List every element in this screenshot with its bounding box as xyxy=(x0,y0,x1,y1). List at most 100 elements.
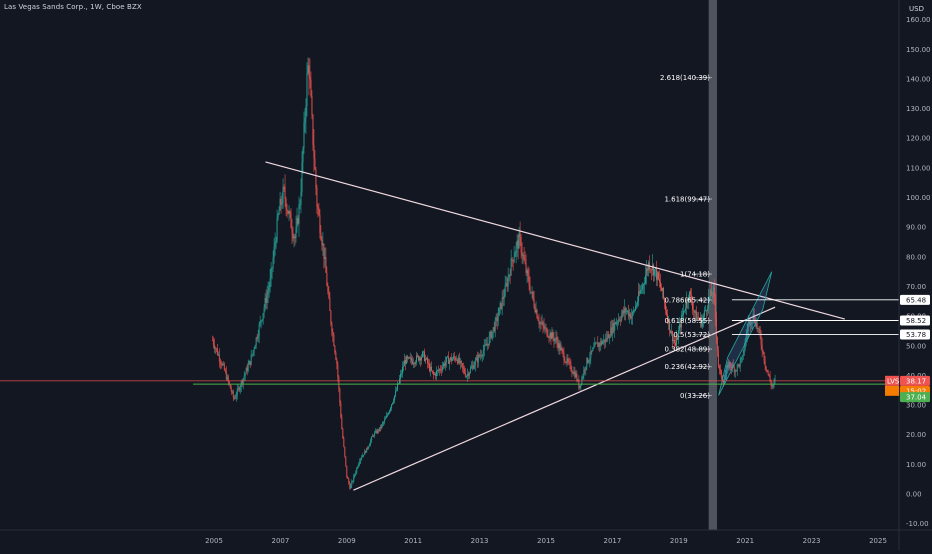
countdown-badge-label: 15:02 xyxy=(906,387,926,395)
candle-body xyxy=(460,360,462,364)
candle-body xyxy=(646,268,648,276)
candle-body xyxy=(249,361,251,365)
candle-body xyxy=(643,284,645,286)
y-tick-label: 70.00 xyxy=(906,283,926,291)
candle-body xyxy=(333,334,335,346)
candle-body xyxy=(464,372,466,377)
symbol-title[interactable]: Las Vegas Sands Corp., 1W, Cboe BZX xyxy=(4,3,142,11)
candle-body xyxy=(601,340,603,344)
candle-body xyxy=(376,430,378,433)
candle-body xyxy=(486,343,488,346)
candle-body xyxy=(698,318,700,321)
level-badge xyxy=(900,329,930,340)
y-tick-label: 0.00 xyxy=(906,491,922,499)
candle-body xyxy=(701,321,703,327)
candle-body xyxy=(773,380,775,386)
candle-body xyxy=(562,349,564,353)
candle-body xyxy=(350,485,352,489)
candle-body xyxy=(282,187,284,204)
candle-body xyxy=(259,321,261,325)
candle-body xyxy=(301,162,303,192)
last-price-badge xyxy=(900,375,930,386)
candle-body xyxy=(487,343,489,345)
candle-body xyxy=(544,327,546,329)
candle-body xyxy=(455,359,457,361)
candle-body xyxy=(419,357,420,361)
candle-body xyxy=(314,158,316,170)
candle-body xyxy=(342,428,344,439)
candle-body xyxy=(388,413,390,415)
candle-body xyxy=(279,198,281,211)
candle-body xyxy=(739,360,741,367)
candle-body xyxy=(263,307,265,314)
candle-body xyxy=(256,337,258,339)
candle-body xyxy=(395,390,397,396)
candle-body xyxy=(436,370,438,371)
fib-level-label: 2.618(140.39) xyxy=(660,74,710,82)
candle-body xyxy=(253,348,255,351)
candle-body xyxy=(495,317,497,320)
candle-body xyxy=(501,297,503,309)
candle-body xyxy=(421,356,422,361)
candle-body xyxy=(521,252,523,256)
candle-body xyxy=(313,144,315,159)
candle-body xyxy=(621,314,623,321)
symbol-badge-label: LVS xyxy=(887,377,900,385)
candle-body xyxy=(219,361,221,364)
candle-body xyxy=(287,210,289,214)
candle-body xyxy=(494,319,496,332)
candle-body xyxy=(619,319,621,321)
candle-body xyxy=(299,204,301,206)
candle-body xyxy=(653,264,655,276)
candle-body xyxy=(529,285,531,293)
candle-body xyxy=(283,187,285,188)
candle-body xyxy=(507,276,509,287)
candle-body xyxy=(294,236,296,238)
candle-body xyxy=(748,319,750,323)
candle-body xyxy=(288,211,290,214)
candle-body xyxy=(685,298,687,308)
candle-body xyxy=(430,366,431,371)
x-tick-label: 2023 xyxy=(803,537,821,545)
candle-body xyxy=(235,395,237,398)
candle-body xyxy=(563,352,565,361)
candle-body xyxy=(397,384,399,391)
candle-body xyxy=(275,241,277,244)
candle-body xyxy=(691,303,693,310)
candle-body xyxy=(548,337,550,338)
candle-body xyxy=(663,287,664,299)
candle-body xyxy=(651,269,653,271)
candle-body xyxy=(540,322,542,324)
candle-body xyxy=(512,260,514,262)
candle-body xyxy=(510,258,512,276)
candle-body xyxy=(630,313,632,319)
candle-body xyxy=(373,435,375,437)
candle-body xyxy=(457,357,459,364)
candle-body xyxy=(400,373,402,379)
candle-body xyxy=(260,320,262,322)
candle-body xyxy=(618,319,620,323)
candle-body xyxy=(470,366,472,369)
candle-body xyxy=(432,370,433,373)
candle-body xyxy=(293,236,295,239)
candle-body xyxy=(387,414,389,416)
candle-body xyxy=(633,310,635,313)
candle-body xyxy=(469,368,471,373)
candle-body xyxy=(445,357,447,363)
candle-body xyxy=(545,327,547,329)
candle-body xyxy=(574,371,576,378)
candle-body xyxy=(302,148,304,163)
candle-body xyxy=(298,204,300,224)
candle-body xyxy=(692,309,694,311)
candle-body xyxy=(449,357,451,360)
candle-body xyxy=(405,360,407,364)
candle-body xyxy=(273,246,275,258)
candle-body xyxy=(270,268,272,279)
y-tick-label: 140.00 xyxy=(906,75,931,83)
candle-body xyxy=(476,357,478,363)
candle-body xyxy=(648,262,650,271)
candle-body xyxy=(752,314,754,322)
candle-body xyxy=(665,303,666,311)
